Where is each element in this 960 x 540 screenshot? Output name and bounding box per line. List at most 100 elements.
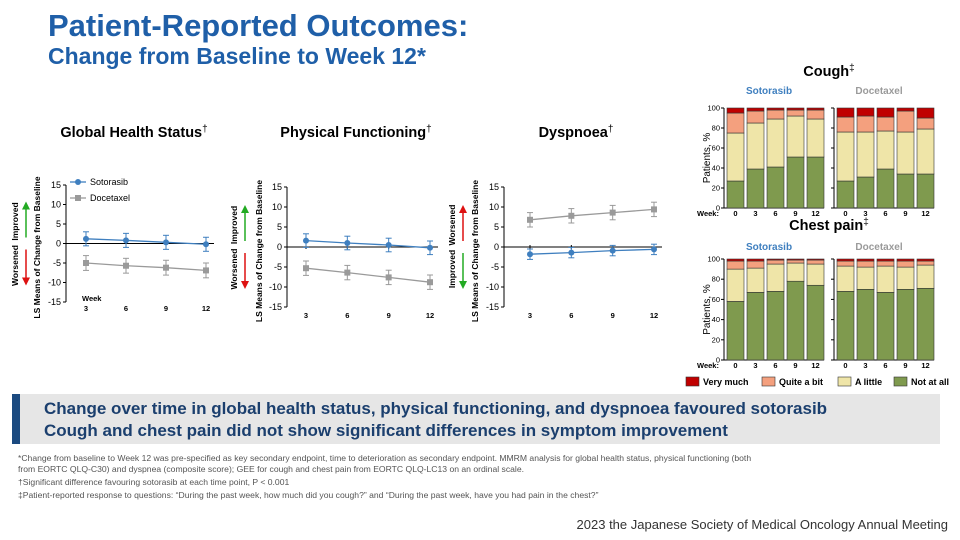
stacked-bar-segment: [896, 131, 915, 175]
stacked-bar-segment: [786, 262, 805, 282]
stacked-bar-segment: [856, 288, 875, 361]
stacked-bar-segment: [746, 122, 765, 170]
stacked-bar-segment: [916, 260, 935, 266]
y-tick-label: 0: [277, 242, 282, 252]
stacked-bar-segment: [916, 117, 935, 130]
data-point-sotorasib: [385, 242, 392, 248]
x-tick-label: 3: [863, 209, 867, 218]
y-tick-label: 80: [712, 124, 720, 133]
charts-canvas: Global Health Status† 15 10 5 0 -5 -10 -15 3 6 9 12…: [10, 63, 949, 387]
dagger-mark: †: [426, 124, 432, 135]
y-tick-label: -15: [269, 302, 282, 312]
x-axis-week-label: Week:: [697, 209, 719, 218]
stacked-bar-segment: [786, 109, 805, 117]
stacked-bar-segment: [806, 107, 825, 111]
stacked-bar-segment: [896, 107, 915, 112]
x-tick-label: 12: [921, 361, 929, 370]
x-axis-week-label: Week:: [697, 361, 719, 370]
slide-subtitle: Change from Baseline to Week 12*: [48, 43, 426, 69]
x-tick-label: 9: [903, 209, 907, 218]
x-tick-label: 12: [921, 209, 929, 218]
stacked-bar-segment: [856, 176, 875, 209]
stacked-bar-segment: [896, 173, 915, 209]
y-tick-label: 20: [712, 184, 720, 193]
key-message-accent: [12, 394, 20, 444]
data-point-docetaxel: [651, 206, 657, 213]
up-arrow-icon: [459, 205, 467, 213]
legend-swatch: [893, 376, 908, 387]
y-tick-label: 10: [51, 200, 61, 210]
down-arrow-icon: [22, 277, 30, 286]
y-tick-label: -10: [269, 282, 282, 292]
legend-label: Docetaxel: [90, 193, 130, 203]
data-point-sotorasib: [83, 235, 89, 242]
group-label: Sotorasib: [746, 86, 792, 97]
footnote-2: from EORTC QLQ-C30) and dyspnea (composi…: [18, 464, 524, 474]
stacked-bar-segment: [836, 260, 855, 267]
stacked-bar-segment: [786, 107, 805, 111]
stacked-bar-segment: [786, 115, 805, 158]
line-chart-title: Dyspnoea†: [539, 124, 614, 141]
stacked-bar-segment: [746, 292, 765, 361]
data-point-docetaxel: [303, 265, 309, 272]
stacked-bar-segment: [786, 259, 805, 264]
stacked-bar-segment: [876, 265, 895, 293]
y-tick-label: -10: [486, 282, 499, 292]
y-tick-label: 0: [716, 356, 720, 365]
stacked-bar-segment: [916, 173, 935, 209]
data-point-sotorasib: [609, 247, 616, 254]
data-point-docetaxel: [568, 212, 575, 219]
footnote-1: *Change from baseline to Week 12 was pre…: [18, 453, 752, 463]
y-axis-title: LS Means of Change from Baseline: [254, 180, 264, 322]
data-point-docetaxel: [427, 279, 433, 286]
stacked-bar-segment: [876, 116, 895, 132]
double-dagger-mark: ‡: [863, 217, 869, 228]
stacked-bar-segment: [836, 131, 855, 182]
stacked-bar-segment: [876, 130, 895, 170]
y-tick-label: 60: [712, 295, 720, 304]
group-label: Docetaxel: [855, 242, 902, 253]
stacked-bar-segment: [856, 266, 875, 290]
direction-label-down: Worsened: [229, 249, 239, 290]
data-point-sotorasib: [527, 251, 533, 258]
legend-label: Sotorasib: [90, 177, 128, 187]
stacked-bar-segment: [876, 292, 895, 361]
stacked-bar-segment: [856, 115, 875, 133]
up-arrow-icon: [22, 201, 30, 210]
stacked-bar-segment: [766, 107, 785, 111]
stacked-bar-segment: [916, 107, 935, 119]
data-point-docetaxel: [163, 264, 169, 271]
direction-label-up: Worsened: [447, 205, 457, 246]
y-axis-title: LS Means of Change from Baseline: [470, 180, 480, 322]
stacked-bar-segment: [746, 260, 765, 269]
stacked-bar-segment: [836, 180, 855, 209]
y-tick-label: 5: [56, 219, 61, 229]
stacked-bar-segment: [856, 107, 875, 117]
x-tick-label: 6: [124, 304, 128, 313]
legend-label: Quite a bit: [779, 377, 823, 387]
x-tick-label: 6: [773, 361, 777, 370]
stacked-bar-segment: [726, 132, 745, 182]
stacked-bar-segment: [726, 258, 745, 262]
y-tick-label: 40: [712, 315, 720, 324]
stacked-bar-segment: [876, 258, 895, 262]
stacked-bar-segment: [726, 260, 745, 270]
stacked-bar-segment: [896, 260, 915, 268]
bar-chart-title: Cough‡: [803, 63, 854, 80]
x-tick-label: 3: [304, 311, 308, 320]
y-tick-label: 15: [489, 182, 499, 192]
stacked-bar-segment: [806, 259, 825, 265]
series-line-docetaxel: [85, 262, 207, 272]
data-point-docetaxel: [527, 216, 533, 223]
y-tick-label: -15: [486, 302, 499, 312]
series-line-sotorasib: [85, 238, 207, 245]
x-tick-label: 3: [84, 304, 88, 313]
line-chart-title: Physical Functioning†: [280, 124, 431, 141]
dagger-mark: †: [608, 124, 614, 135]
x-tick-label: 0: [733, 361, 737, 370]
series-line-docetaxel: [529, 208, 655, 221]
double-dagger-mark: ‡: [849, 63, 855, 74]
stacked-bar-segment: [806, 284, 825, 361]
stacked-bar-segment: [876, 168, 895, 209]
x-tick-label: 0: [843, 209, 847, 218]
